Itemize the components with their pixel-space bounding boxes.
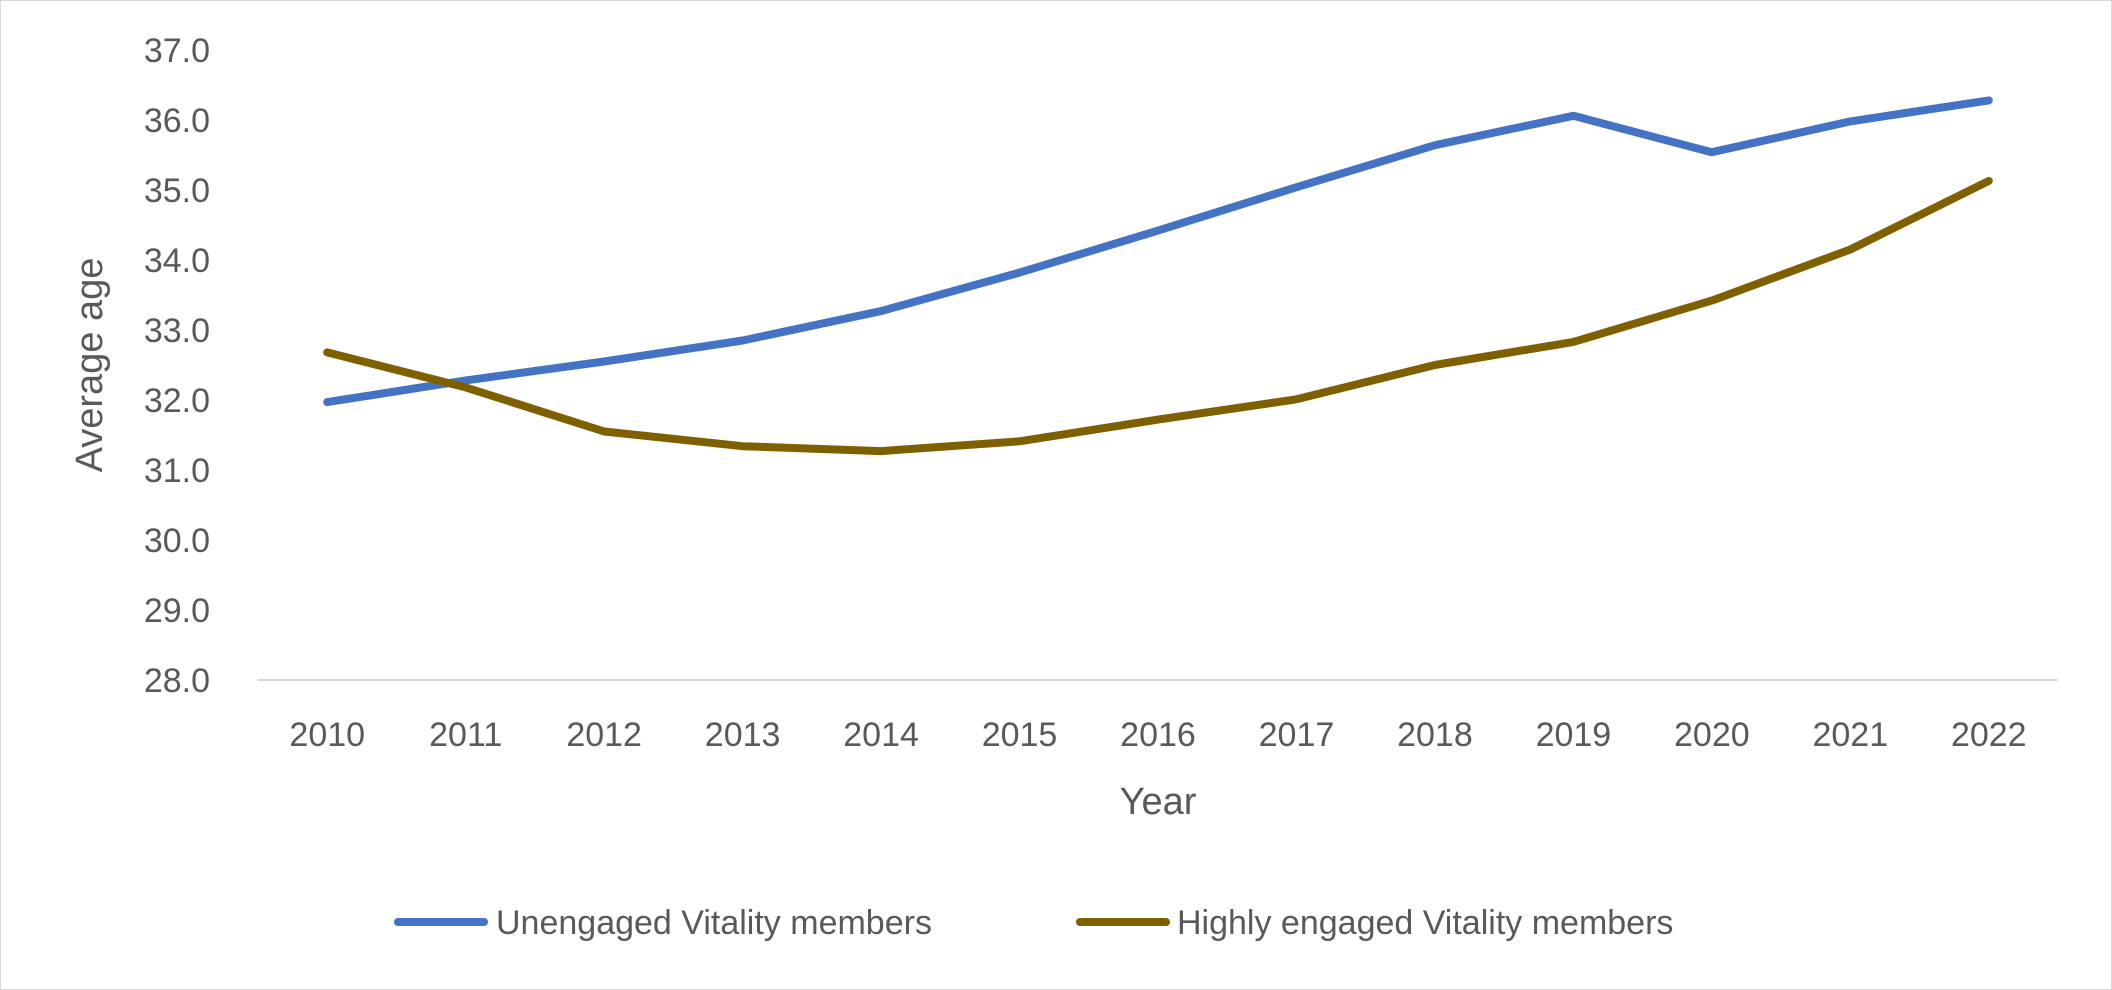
legend-item: Unengaged Vitality members xyxy=(394,904,932,942)
y-tick-label: 31.0 xyxy=(144,452,210,490)
x-axis-title: Year xyxy=(1120,781,1197,823)
x-tick-label: 2010 xyxy=(289,716,365,754)
x-tick-label: 2019 xyxy=(1536,716,1612,754)
y-tick-label: 29.0 xyxy=(144,592,210,630)
y-tick-label: 33.0 xyxy=(144,312,210,350)
y-tick-label: 37.0 xyxy=(144,32,210,70)
x-tick-label: 2015 xyxy=(982,716,1058,754)
x-tick-label: 2021 xyxy=(1812,716,1888,754)
y-tick-label: 34.0 xyxy=(144,242,210,280)
y-tick-label: 30.0 xyxy=(144,522,210,560)
x-axis-tick-labels: 2010 2011 2012 2013 2014 2015 2016 2017 2018 2019… xyxy=(289,716,2026,754)
x-tick-label: 2016 xyxy=(1120,716,1196,754)
series-line-2 xyxy=(323,176,1993,456)
y-tick-label: 32.0 xyxy=(144,382,210,420)
series-lines xyxy=(323,96,1993,456)
x-tick-label: 2017 xyxy=(1259,716,1335,754)
series-line-1 xyxy=(323,96,1993,407)
x-tick-label: 2018 xyxy=(1397,716,1473,754)
x-tick-label: 2014 xyxy=(843,716,919,754)
y-axis-title: Average age xyxy=(69,258,111,473)
x-tick-label: 2013 xyxy=(705,716,781,754)
y-tick-label: 28.0 xyxy=(144,662,210,700)
legend: Unengaged Vitality members Highly engaged… xyxy=(394,904,1673,942)
x-tick-label: 2011 xyxy=(429,716,502,754)
legend-item: Highly engaged Vitality members xyxy=(1076,904,1673,942)
legend-label: Highly engaged Vitality members xyxy=(1177,904,1673,942)
y-tick-label: 35.0 xyxy=(144,172,210,210)
x-tick-label: 2022 xyxy=(1951,716,2027,754)
x-tick-label: 2012 xyxy=(566,716,642,754)
legend-label: Unengaged Vitality members xyxy=(496,904,932,942)
x-tick-label: 2020 xyxy=(1674,716,1750,754)
y-axis-tick-labels: 28.0 29.0 30.0 31.0 32.0 33.0 34.0 35.0 36.0 37.0 xyxy=(144,32,210,700)
y-tick-label: 36.0 xyxy=(144,102,210,140)
